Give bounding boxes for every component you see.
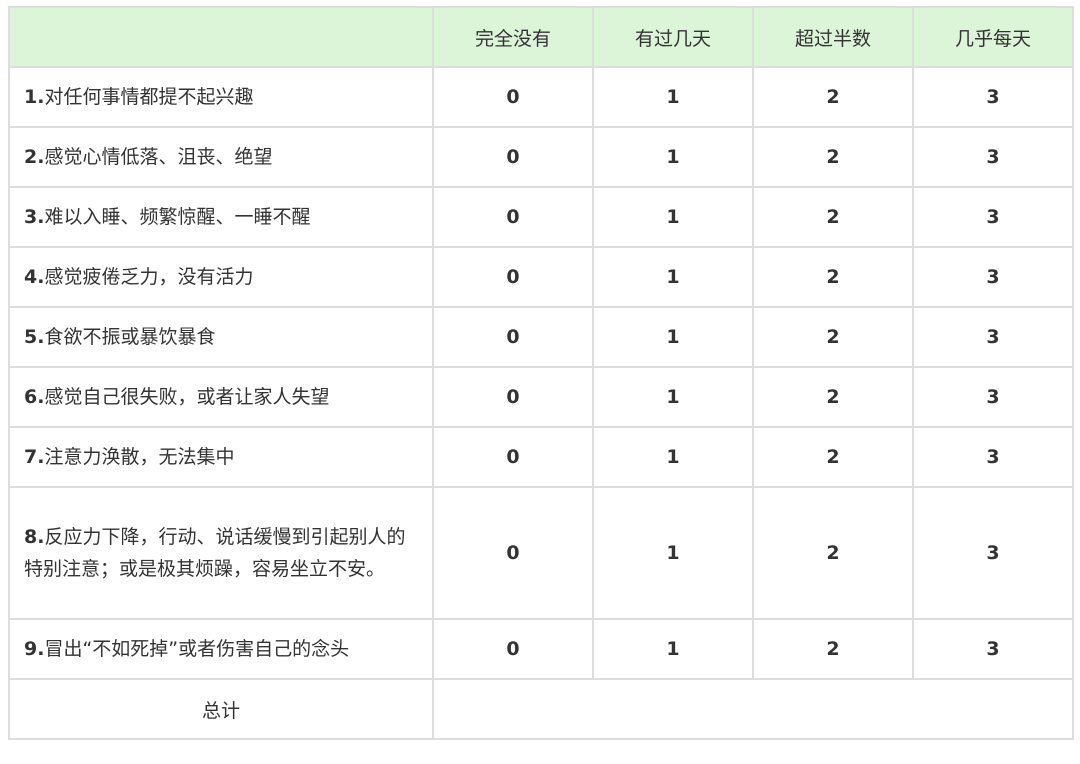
table-row: 4.感觉疲倦乏力，没有活力 0 1 2 3: [8, 246, 1074, 308]
score-cell[interactable]: 0: [432, 366, 594, 428]
score-cell[interactable]: 2: [752, 486, 914, 620]
question-text: 感觉自己很失败，或者让家人失望: [44, 386, 330, 408]
question-text: 感觉疲倦乏力，没有活力: [44, 266, 254, 288]
table-row: 2.感觉心情低落、沮丧、绝望 0 1 2 3: [8, 126, 1074, 188]
score-cell[interactable]: 2: [752, 618, 914, 680]
question-number: 1.: [24, 86, 45, 108]
score-cell[interactable]: 2: [752, 366, 914, 428]
phq9-table: 完全没有 有过几天 超过半数 几乎每天 1.对任何事情都提不起兴趣 0 1 2 3 2.感…: [8, 6, 1074, 740]
score-cell[interactable]: 2: [752, 306, 914, 368]
score-cell[interactable]: 2: [752, 426, 914, 488]
table-row: 6.感觉自己很失败，或者让家人失望 0 1 2 3: [8, 366, 1074, 428]
header-several-days: 有过几天: [592, 6, 754, 68]
question-number: 3.: [24, 206, 45, 228]
question-text: 难以入睡、频繁惊醒、一睡不醒: [44, 206, 311, 228]
question-text: 食欲不振或暴饮暴食: [44, 326, 216, 348]
question-number: 8.: [24, 526, 45, 548]
score-cell[interactable]: 0: [432, 246, 594, 308]
score-cell[interactable]: 1: [592, 306, 754, 368]
question-text: 感觉心情低落、沮丧、绝望: [44, 146, 273, 168]
table-row: 3.难以入睡、频繁惊醒、一睡不醒 0 1 2 3: [8, 186, 1074, 248]
score-cell[interactable]: 3: [912, 426, 1074, 488]
question-cell: 4.感觉疲倦乏力，没有活力: [8, 246, 434, 308]
score-cell[interactable]: 0: [432, 126, 594, 188]
question-cell: 6.感觉自己很失败，或者让家人失望: [8, 366, 434, 428]
question-text: 对任何事情都提不起兴趣: [44, 86, 254, 108]
question-number: 9.: [24, 638, 45, 660]
question-number: 6.: [24, 386, 45, 408]
question-number: 5.: [24, 326, 45, 348]
question-cell: 9.冒出“不如死掉”或者伤害自己的念头: [8, 618, 434, 680]
score-cell[interactable]: 1: [592, 66, 754, 128]
question-text: 注意力涣散，无法集中: [44, 446, 235, 468]
table-row: 7.注意力涣散，无法集中 0 1 2 3: [8, 426, 1074, 488]
score-cell[interactable]: 0: [432, 306, 594, 368]
question-number: 2.: [24, 146, 45, 168]
score-cell[interactable]: 2: [752, 186, 914, 248]
table-row: 8.反应力下降，行动、说话缓慢到引起别人的特别注意；或是极其烦躁，容易坐立不安。…: [8, 486, 1074, 620]
score-cell[interactable]: 1: [592, 246, 754, 308]
score-cell[interactable]: 1: [592, 486, 754, 620]
question-cell: 1.对任何事情都提不起兴趣: [8, 66, 434, 128]
question-text: 反应力下降，行动、说话缓慢到引起别人的特别注意；或是极其烦躁，容易坐立不安。: [24, 526, 406, 580]
total-label: 总计: [8, 678, 434, 740]
score-cell[interactable]: 3: [912, 186, 1074, 248]
header-more-than-half: 超过半数: [752, 6, 914, 68]
score-cell[interactable]: 1: [592, 618, 754, 680]
score-cell[interactable]: 3: [912, 366, 1074, 428]
score-cell[interactable]: 3: [912, 126, 1074, 188]
header-blank: [8, 6, 434, 68]
total-row: 总计: [8, 678, 1074, 740]
score-cell[interactable]: 0: [432, 66, 594, 128]
question-cell: 5.食欲不振或暴饮暴食: [8, 306, 434, 368]
score-cell[interactable]: 0: [432, 618, 594, 680]
score-cell[interactable]: 1: [592, 426, 754, 488]
question-number: 7.: [24, 446, 45, 468]
table-row: 5.食欲不振或暴饮暴食 0 1 2 3: [8, 306, 1074, 368]
header-not-at-all: 完全没有: [432, 6, 594, 68]
question-cell: 2.感觉心情低落、沮丧、绝望: [8, 126, 434, 188]
score-cell[interactable]: 3: [912, 66, 1074, 128]
question-number: 4.: [24, 266, 45, 288]
score-cell[interactable]: 3: [912, 246, 1074, 308]
score-cell[interactable]: 2: [752, 246, 914, 308]
score-cell[interactable]: 0: [432, 186, 594, 248]
score-cell[interactable]: 0: [432, 426, 594, 488]
score-cell[interactable]: 3: [912, 486, 1074, 620]
score-cell[interactable]: 0: [432, 486, 594, 620]
score-cell[interactable]: 1: [592, 186, 754, 248]
score-cell[interactable]: 1: [592, 126, 754, 188]
score-cell[interactable]: 2: [752, 66, 914, 128]
table-row: 1.对任何事情都提不起兴趣 0 1 2 3: [8, 66, 1074, 128]
score-cell[interactable]: 1: [592, 366, 754, 428]
total-value: [432, 678, 1074, 740]
score-cell[interactable]: 3: [912, 306, 1074, 368]
question-cell: 7.注意力涣散，无法集中: [8, 426, 434, 488]
header-nearly-every-day: 几乎每天: [912, 6, 1074, 68]
question-cell: 8.反应力下降，行动、说话缓慢到引起别人的特别注意；或是极其烦躁，容易坐立不安。: [8, 486, 434, 620]
score-cell[interactable]: 2: [752, 126, 914, 188]
score-cell[interactable]: 3: [912, 618, 1074, 680]
header-row: 完全没有 有过几天 超过半数 几乎每天: [8, 6, 1074, 68]
question-cell: 3.难以入睡、频繁惊醒、一睡不醒: [8, 186, 434, 248]
question-text: 冒出“不如死掉”或者伤害自己的念头: [44, 638, 350, 660]
table-row: 9.冒出“不如死掉”或者伤害自己的念头 0 1 2 3: [8, 618, 1074, 680]
